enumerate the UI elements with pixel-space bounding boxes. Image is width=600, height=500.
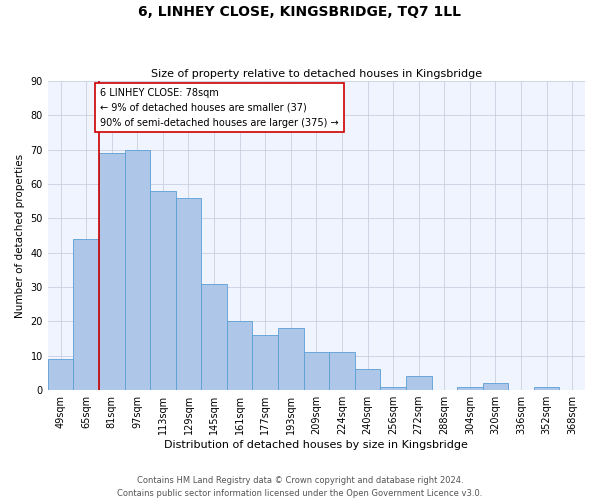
- Y-axis label: Number of detached properties: Number of detached properties: [15, 154, 25, 318]
- Text: 6, LINHEY CLOSE, KINGSBRIDGE, TQ7 1LL: 6, LINHEY CLOSE, KINGSBRIDGE, TQ7 1LL: [139, 5, 461, 19]
- Bar: [227, 322, 253, 390]
- Bar: [329, 352, 355, 390]
- Bar: [125, 150, 150, 390]
- X-axis label: Distribution of detached houses by size in Kingsbridge: Distribution of detached houses by size …: [164, 440, 469, 450]
- Bar: [457, 386, 482, 390]
- Title: Size of property relative to detached houses in Kingsbridge: Size of property relative to detached ho…: [151, 69, 482, 79]
- Bar: [534, 386, 559, 390]
- Bar: [482, 383, 508, 390]
- Bar: [380, 386, 406, 390]
- Bar: [99, 153, 125, 390]
- Bar: [73, 239, 99, 390]
- Text: Contains HM Land Registry data © Crown copyright and database right 2024.
Contai: Contains HM Land Registry data © Crown c…: [118, 476, 482, 498]
- Bar: [278, 328, 304, 390]
- Bar: [48, 359, 73, 390]
- Bar: [150, 191, 176, 390]
- Bar: [201, 284, 227, 390]
- Bar: [253, 335, 278, 390]
- Bar: [406, 376, 431, 390]
- Bar: [304, 352, 329, 390]
- Bar: [355, 370, 380, 390]
- Text: 6 LINHEY CLOSE: 78sqm
← 9% of detached houses are smaller (37)
90% of semi-detac: 6 LINHEY CLOSE: 78sqm ← 9% of detached h…: [100, 88, 339, 128]
- Bar: [176, 198, 201, 390]
